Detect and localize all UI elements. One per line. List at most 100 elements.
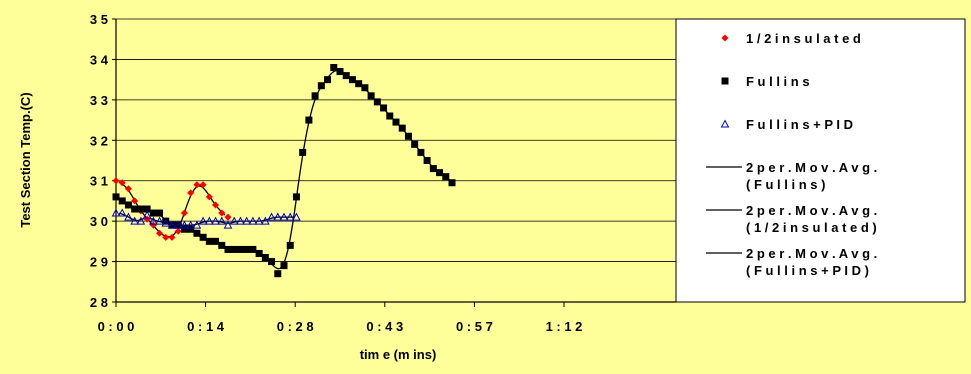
data-point [174, 227, 182, 235]
data-point [411, 140, 419, 148]
data-point [292, 212, 301, 221]
data-point [168, 221, 176, 229]
y-tick-label: 2 9 [90, 255, 108, 270]
data-point [248, 216, 258, 225]
data-point [355, 80, 363, 88]
data-point [255, 249, 263, 257]
data-point [111, 208, 121, 217]
data-point [305, 116, 313, 124]
legend-marker [721, 77, 729, 85]
axes [115, 19, 676, 303]
data-point [292, 193, 300, 201]
data-point [193, 181, 201, 189]
data-point [204, 216, 214, 225]
legend-marker [721, 34, 729, 42]
legend-entry: 2 p e r . M o v . A v g . ( F u l l i n s… [706, 246, 877, 278]
data-point [161, 218, 171, 227]
legend: 1 / 2 i n s u l a t e d F u l l i n s F u … [675, 18, 966, 303]
data-point [180, 220, 189, 229]
data-point [212, 201, 220, 209]
data-point [442, 173, 450, 181]
legend-label: ( F u l l i n s ) [746, 177, 825, 192]
data-point [286, 241, 294, 249]
data-point [117, 208, 127, 217]
data-point [143, 205, 151, 213]
data-point [142, 210, 152, 219]
x-tick-label: 0 : 5 7 [456, 319, 493, 334]
data-point [148, 216, 158, 225]
legend-entry: 2 p e r . M o v . A v g . ( F u l l i n s… [706, 160, 877, 192]
data-point [380, 104, 388, 112]
data-point [124, 185, 132, 193]
data-point [285, 212, 295, 221]
data-point [224, 245, 232, 253]
data-point [254, 216, 264, 225]
data-point [429, 165, 437, 173]
data-point [280, 262, 288, 270]
x-axis-title: tim e (m ins) [360, 347, 437, 362]
data-point [211, 216, 220, 225]
data-point [186, 220, 196, 229]
data-point [218, 209, 226, 217]
data-point [149, 209, 157, 217]
y-tick-label: 3 3 [90, 93, 108, 108]
y-tick-label: 3 2 [90, 133, 108, 148]
data-point [267, 212, 276, 221]
legend-entry: 2 p e r . M o v . A v g . ( 1 / 2 i n s u… [706, 203, 877, 235]
data-point [156, 229, 164, 237]
data-point [229, 216, 239, 225]
data-point [342, 72, 350, 80]
data-point [162, 233, 170, 241]
data-point [274, 270, 282, 278]
data-point [168, 233, 176, 241]
legend-entry: F u l l i n s + P I D [720, 117, 853, 132]
data-point [261, 254, 269, 262]
data-point [193, 229, 201, 237]
data-point [149, 221, 157, 229]
data-point [112, 177, 120, 185]
data-point [199, 233, 207, 241]
data-point [155, 216, 164, 225]
data-point [330, 64, 338, 72]
data-point [180, 225, 188, 233]
data-point [167, 220, 177, 229]
y-tick-label: 3 0 [90, 214, 108, 229]
data-point [136, 216, 146, 225]
x-tick-label: 0 : 0 0 [98, 319, 135, 334]
data-point [386, 112, 394, 120]
data-point [423, 157, 431, 164]
legend-label: 1 / 2 i n s u l a t e d [746, 31, 861, 46]
plot-area [116, 19, 676, 302]
data-points [111, 64, 456, 278]
data-point [180, 209, 188, 217]
data-point [404, 132, 412, 140]
data-point [324, 76, 332, 84]
x-tick-label: 0 : 1 4 [187, 319, 225, 334]
data-point [156, 209, 164, 217]
data-point [311, 92, 319, 100]
data-point [199, 181, 207, 189]
y-tick-label: 3 4 [90, 52, 109, 67]
data-point [131, 205, 139, 213]
data-point [273, 212, 283, 221]
data-point [224, 213, 232, 221]
data-point [249, 245, 257, 253]
data-point [268, 258, 276, 266]
data-point [173, 220, 183, 229]
data-point [279, 212, 289, 221]
data-point [336, 68, 344, 76]
legend-label: ( F u l l i n s + P I D ) [746, 263, 869, 278]
y-tick-label: 2 8 [90, 295, 108, 310]
data-point [162, 217, 170, 225]
legend-label: 2 p e r . M o v . A v g . [746, 203, 877, 218]
data-point [130, 216, 140, 225]
data-point [392, 118, 400, 126]
data-point [118, 179, 126, 187]
data-point [212, 237, 220, 245]
data-point [205, 237, 213, 245]
data-point [260, 216, 270, 225]
x-tick-label: 0 : 2 8 [277, 319, 314, 334]
data-point [118, 197, 126, 205]
data-point [124, 201, 132, 209]
